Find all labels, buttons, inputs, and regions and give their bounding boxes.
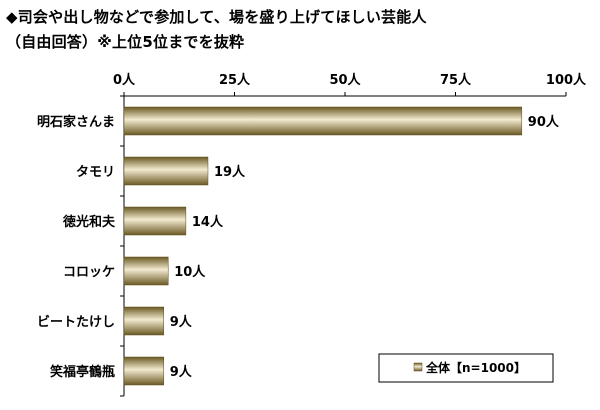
x-tick-label: 50人 xyxy=(329,72,361,88)
chart-title-line2: （自由回答）※上位5位までを抜粋 xyxy=(6,33,245,51)
x-tick-label: 100人 xyxy=(546,72,587,88)
category-label: 徳光和夫 xyxy=(62,214,116,230)
legend-swatch xyxy=(413,362,423,372)
bar xyxy=(123,256,169,286)
category-label: 笑福亭鶴瓶 xyxy=(50,364,115,380)
bar xyxy=(123,206,187,236)
bar xyxy=(123,106,523,136)
bar xyxy=(123,156,209,186)
category-label: コロッケ xyxy=(63,265,115,280)
legend-box xyxy=(378,353,554,383)
data-label: 10人 xyxy=(174,264,206,280)
chart-title-line1: ◆司会や出し物などで参加して、場を盛り上げてほしい芸能人 xyxy=(6,8,427,26)
legend-label: 全体【n=1000】 xyxy=(425,360,526,375)
x-tick-label: 0人 xyxy=(113,72,136,88)
data-label: 14人 xyxy=(192,214,224,230)
category-label: ビートたけし xyxy=(37,314,115,330)
data-label: 90人 xyxy=(528,114,560,130)
bar xyxy=(123,356,165,386)
data-label: 9人 xyxy=(170,364,193,380)
x-tick-label: 25人 xyxy=(219,72,251,88)
data-label: 19人 xyxy=(214,164,246,180)
category-label: タモリ xyxy=(76,165,115,180)
data-label: 9人 xyxy=(170,314,193,330)
category-label: 明石家さんま xyxy=(37,114,115,130)
x-tick-label: 75人 xyxy=(440,72,472,88)
bar xyxy=(123,306,165,336)
